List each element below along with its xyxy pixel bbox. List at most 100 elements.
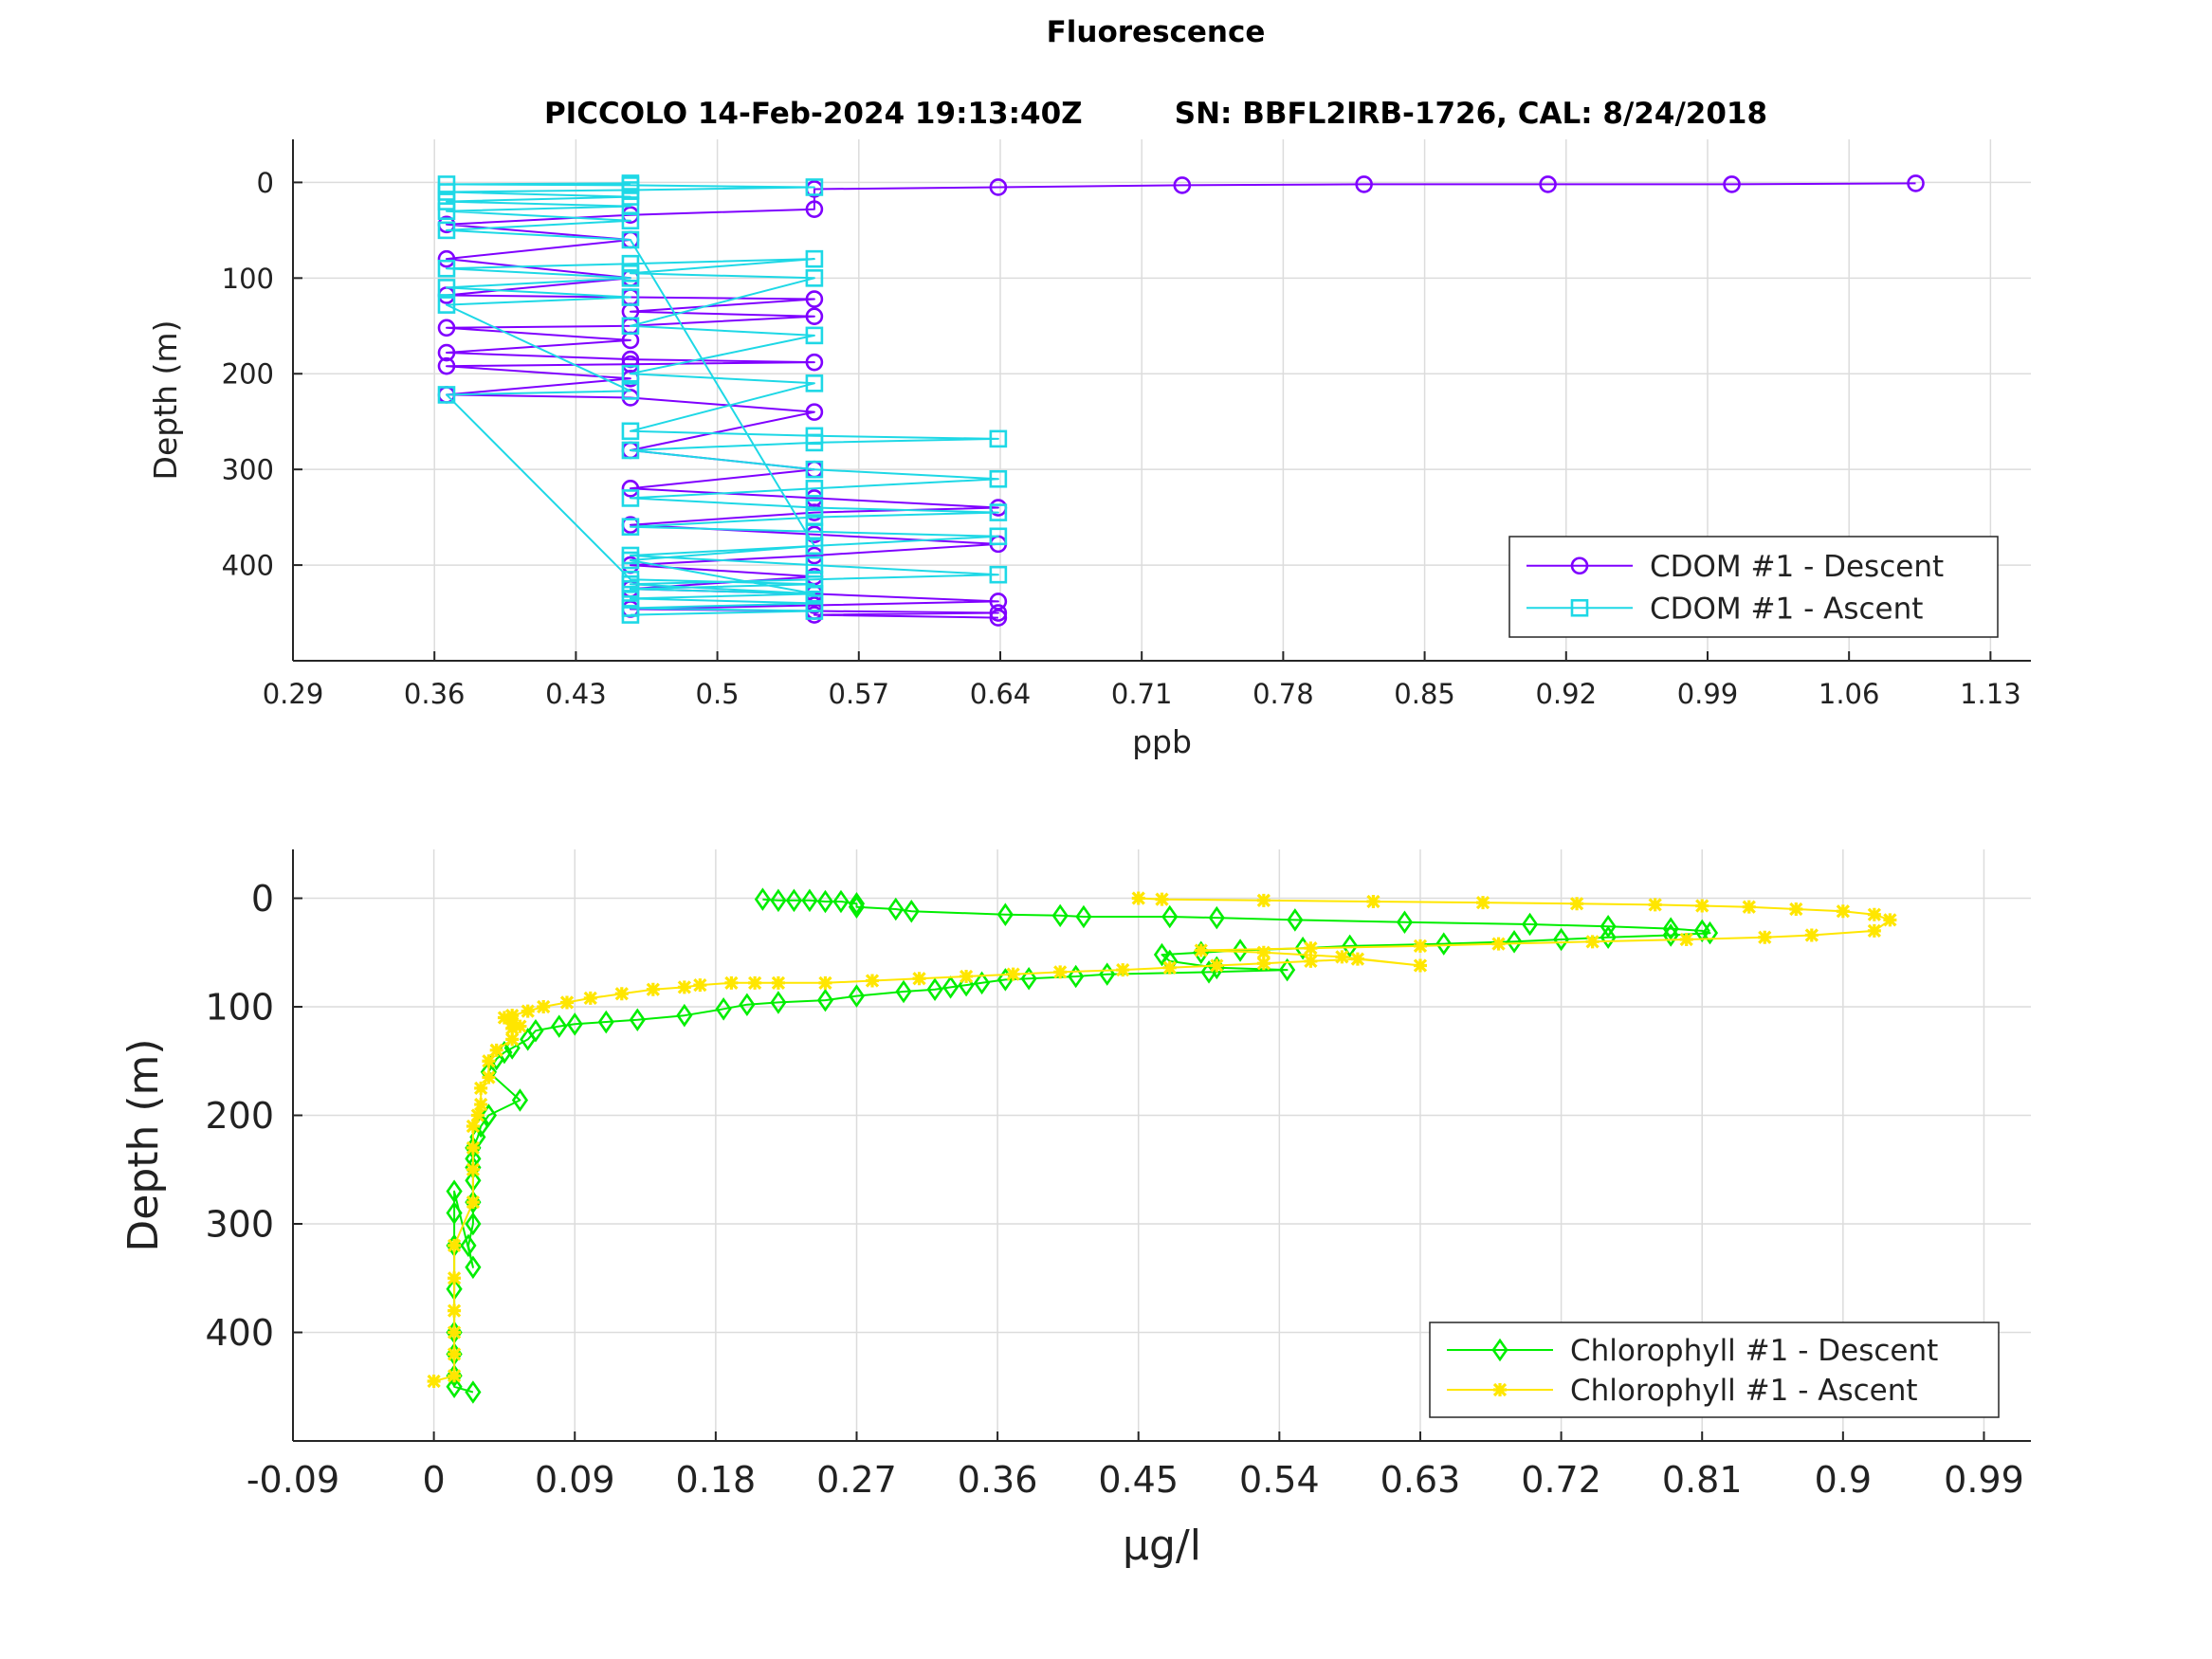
chlorophyll-data-point <box>505 1009 520 1023</box>
cdom-data-point <box>989 469 1008 488</box>
chlorophyll-legend-marker <box>1492 1382 1508 1397</box>
cdom-data-point <box>621 382 640 400</box>
chlorophyll-data-point <box>1701 921 1719 945</box>
chlorophyll-data-point <box>1304 941 1318 956</box>
chlorophyll-data-point <box>474 1081 488 1096</box>
chlorophyll-x-tick-label: -0.09 <box>247 1459 339 1501</box>
cdom-data-point <box>621 230 640 249</box>
cdom-data-point <box>805 433 824 452</box>
chlorophyll-y-axis-label: Depth (m) <box>119 1038 168 1251</box>
chlorophyll-data-point <box>513 1019 527 1033</box>
cdom-series-ascent <box>437 174 1008 624</box>
chlorophyll-x-tick-label: 0 <box>423 1459 446 1501</box>
chlorophyll-data-point <box>465 1212 482 1236</box>
cdom-data-point <box>621 174 640 192</box>
cdom-data-point <box>621 480 640 498</box>
chlorophyll-legend: Chlorophyll #1 - Descent Chlorophyll #1 -… <box>1429 1322 2000 1418</box>
cdom-data-point <box>437 296 456 314</box>
cdom-x-tick-label: 0.36 <box>404 678 466 710</box>
chlorophyll-data-point <box>801 888 818 913</box>
chlorophyll-data-point <box>959 969 974 984</box>
chlorophyll-data-point <box>447 1369 462 1383</box>
chlorophyll-series-layer <box>427 887 1897 1404</box>
chlorophyll-data-point <box>465 1380 482 1404</box>
chlorophyll-data-point <box>446 1201 463 1225</box>
cdom-data-point <box>437 319 456 337</box>
cdom-legend-marker <box>1570 598 1589 617</box>
chlorophyll-x-tick-label: 0.18 <box>676 1459 757 1501</box>
cdom-data-point <box>621 551 640 570</box>
chlorophyll-legend-label: Chlorophyll #1 - Descent <box>1570 1334 1938 1368</box>
figure-title: Fluorescence <box>1047 15 1266 49</box>
chlorophyll-y-tick-label: 300 <box>205 1204 274 1246</box>
chlorophyll-data-point <box>816 988 834 1012</box>
chlorophyll-data-point <box>748 975 762 990</box>
chlorophyll-data-point <box>1836 904 1850 919</box>
cdom-data-point <box>437 192 456 210</box>
chlorophyll-data-point <box>1155 892 1169 906</box>
cdom-data-point <box>805 499 824 517</box>
chlorophyll-data-point <box>1131 891 1145 905</box>
cdom-data-point <box>437 279 456 297</box>
cdom-legend-label: CDOM #1 - Ascent <box>1650 592 1923 626</box>
cdom-y-tick-label: 400 <box>222 550 274 582</box>
chlorophyll-data-point <box>848 891 866 916</box>
chlorophyll-data-point <box>1475 895 1490 910</box>
cdom-data-point <box>805 480 824 498</box>
cdom-x-tick-label: 1.06 <box>1819 678 1880 710</box>
chlorophyll-data-point <box>1075 904 1092 929</box>
chlorophyll-data-point <box>1491 937 1506 951</box>
chlorophyll-data-point <box>1396 910 1414 934</box>
chlorophyll-data-point <box>474 1097 488 1112</box>
chlorophyll-data-point <box>1068 964 1085 989</box>
chlorophyll-x-tick-label: 0.36 <box>958 1459 1038 1501</box>
chlorophyll-x-tick-label: 0.27 <box>816 1459 897 1501</box>
chlorophyll-series-line <box>453 898 1711 1394</box>
chlorophyll-data-point <box>559 995 575 1010</box>
cdom-x-tick-label: 0.85 <box>1394 678 1455 710</box>
chlorophyll-data-point <box>941 975 960 999</box>
chlorophyll-x-axis-label: μg/l <box>1123 1522 1201 1570</box>
chlorophyll-data-point <box>693 977 707 993</box>
chlorophyll-data-point <box>646 982 660 996</box>
chlorophyll-axes <box>292 849 2031 1442</box>
chlorophyll-data-point <box>1256 945 1271 959</box>
chlorophyll-data-point <box>520 1028 537 1051</box>
chlorophyll-legend-box <box>1429 1322 2000 1418</box>
cdom-data-point <box>1539 175 1557 193</box>
cdom-x-tick-label: 0.92 <box>1535 678 1597 710</box>
chlorophyll-data-point <box>1256 957 1271 971</box>
cdom-data-point <box>621 254 640 273</box>
cdom-x-tick-label: 0.29 <box>263 678 324 710</box>
chlorophyll-data-point <box>460 1233 477 1258</box>
chlorophyll-data-point <box>1210 958 1224 973</box>
chlorophyll-data-point <box>1867 907 1881 921</box>
chlorophyll-data-point <box>1051 903 1069 928</box>
cdom-legend-label: CDOM #1 - Descent <box>1650 550 1944 584</box>
cdom-data-point <box>1355 175 1373 193</box>
cdom-data-point <box>805 269 824 287</box>
chlorophyll-data-point <box>1335 950 1349 964</box>
chlorophyll-data-point <box>1053 965 1068 979</box>
cdom-data-point <box>1723 175 1741 193</box>
chlorophyll-data-point <box>848 895 866 919</box>
chlorophyll-data-point <box>832 889 850 914</box>
cdom-data-point <box>621 518 640 537</box>
cdom-data-point <box>805 326 824 345</box>
chlorophyll-data-point <box>996 902 1014 926</box>
chlorophyll-data-point <box>1194 943 1208 957</box>
cdom-data-point <box>805 307 824 325</box>
chlorophyll-data-point <box>770 888 787 913</box>
cdom-data-point <box>437 249 456 268</box>
chlorophyll-data-point <box>1679 932 1693 947</box>
chlorophyll-data-point <box>1585 935 1600 949</box>
cdom-grid <box>292 139 2031 661</box>
chlorophyll-data-point <box>446 1375 463 1399</box>
chlorophyll-data-point <box>427 1374 441 1389</box>
cdom-data-point <box>437 259 456 278</box>
cdom-y-tick-label: 300 <box>222 454 274 486</box>
chlorophyll-data-point <box>466 1140 481 1155</box>
chlorophyll-data-point <box>447 1325 462 1340</box>
chlorophyll-data-point <box>1161 904 1179 929</box>
